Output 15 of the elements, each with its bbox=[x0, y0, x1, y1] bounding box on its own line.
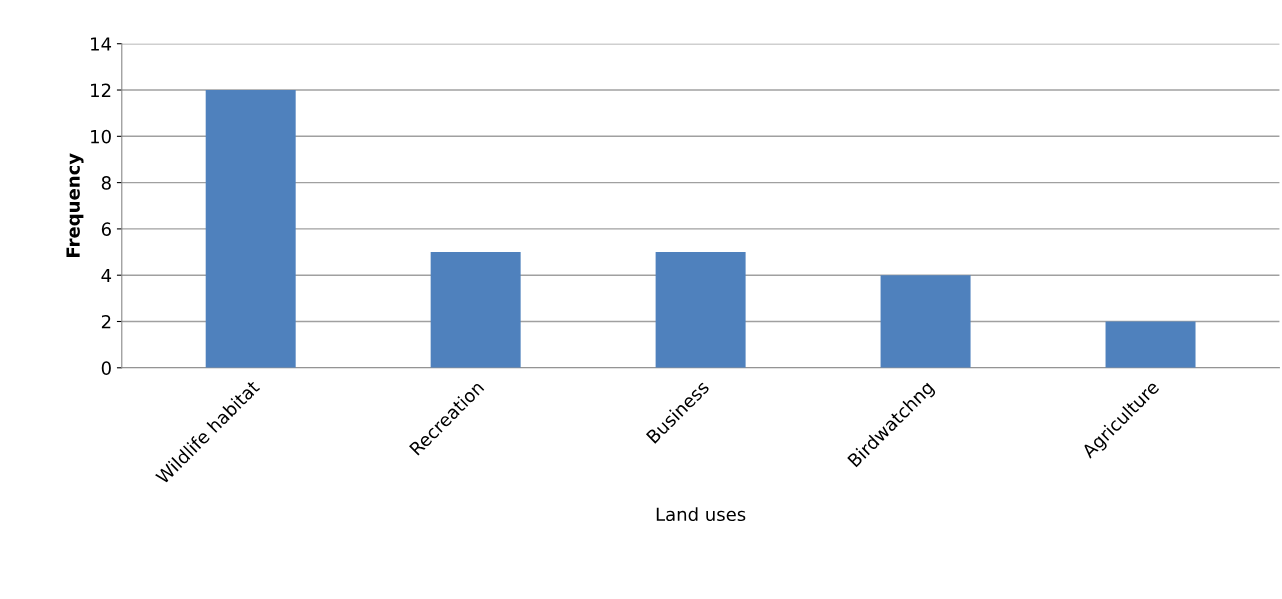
y-tick-label: 0 bbox=[101, 361, 111, 375]
x-axis-title: Land uses bbox=[656, 507, 746, 522]
y-axis-title: Frequency bbox=[66, 153, 84, 257]
bar bbox=[1105, 321, 1196, 368]
y-tick-label: 4 bbox=[101, 268, 112, 283]
bar bbox=[430, 252, 521, 368]
y-tick-label: 12 bbox=[91, 83, 111, 97]
bar bbox=[205, 90, 296, 368]
y-tick-label: 2 bbox=[101, 314, 111, 329]
y-tick-label: 14 bbox=[91, 37, 112, 51]
y-tick-label: 6 bbox=[101, 222, 111, 237]
bar bbox=[880, 275, 971, 368]
bar bbox=[655, 252, 746, 368]
y-tick-label: 8 bbox=[101, 176, 111, 190]
y-tick-label: 10 bbox=[91, 129, 111, 144]
